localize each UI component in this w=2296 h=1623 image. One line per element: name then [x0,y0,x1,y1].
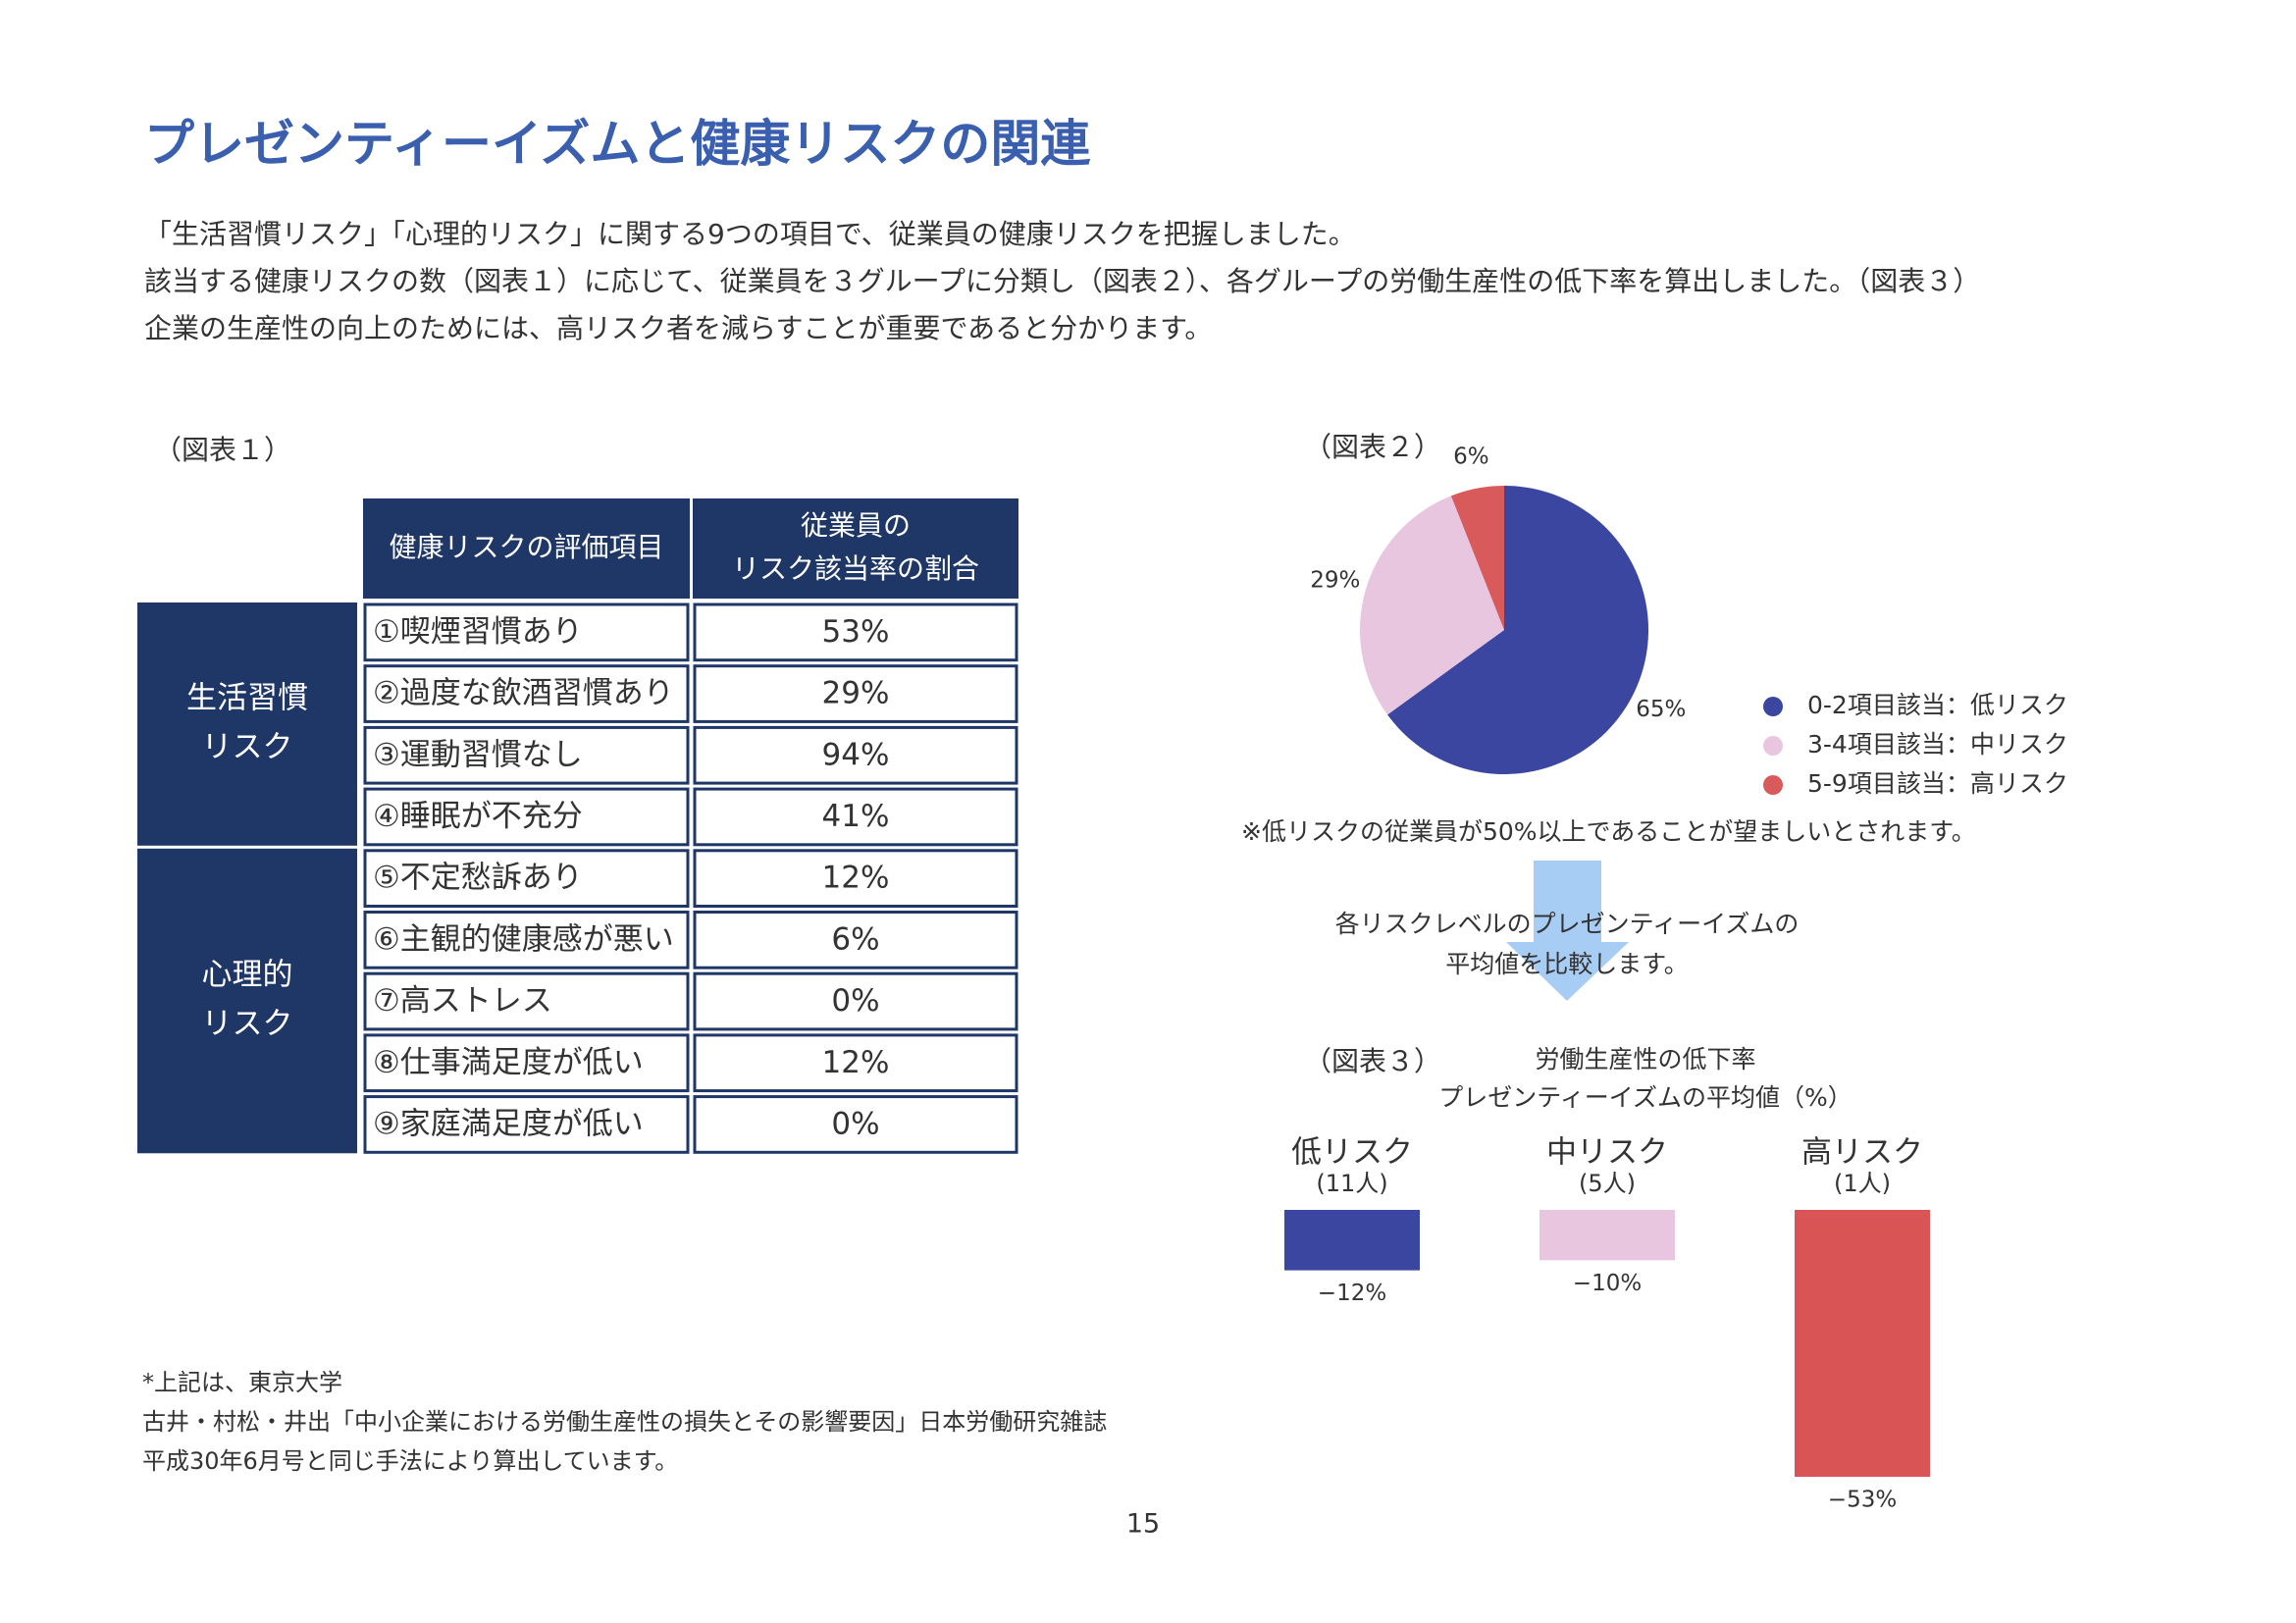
table-cell [363,911,690,969]
footnote-line: 古井・村松・井出「中小企業における労働生産性の損失とその影響要因」日本労働研究雑… [142,1408,1107,1436]
legend-marker [1763,775,1783,795]
table-cell [363,787,690,847]
count-label: (5人) [1579,1170,1636,1197]
group-label: リスク [202,1007,293,1042]
arrow-text: 各リスクレベルのプレゼンティーイズムの [1335,910,1800,938]
item-text: ④睡眠が不充分 [373,799,583,834]
rate-text: 0% [831,983,879,1019]
header-cell [693,498,1018,599]
legend-text: 3-4項目該当：中リスク [1807,730,2068,759]
item-text: ⑤不定愁訴あり [373,861,583,896]
page-number: 15 [1126,1509,1160,1540]
flow-arrow [1506,861,1629,1001]
rate-text: 0% [831,1106,879,1141]
bar [1539,1210,1675,1261]
rate-text: 94% [822,737,890,772]
intro-line: 「生活習慣リスク」「心理的リスク」に関する9つの項目で、従業員の健康リスクを把握… [144,218,1356,250]
table-cell [363,1095,690,1154]
footnote-line: *上記は、東京大学 [142,1369,342,1396]
rate-text: 12% [822,1045,890,1080]
table-cell [693,602,1018,662]
rate-text: 12% [822,861,890,896]
count-label: (11人) [1316,1170,1387,1197]
item-text: ⑨家庭満足度が低い [373,1106,644,1141]
footnote-line: 平成30年6月号と同じ手法により算出しています。 [142,1447,678,1475]
group-label: リスク [202,729,293,764]
legend-text: 5-9項目該当：高リスク [1807,769,2068,798]
count-label: (1人) [1834,1170,1891,1197]
chart-label: （図表３） [1304,1045,1441,1077]
item-text: ⑧仕事満足度が低い [373,1045,644,1080]
header-text: リスク該当率の割合 [732,552,979,585]
table-cell [693,971,1018,1031]
legend-text: 0-2項目該当：低リスク [1807,691,2068,719]
bar [1284,1210,1420,1271]
table-cell [363,971,690,1031]
page-title: プレゼンティーイズムと健康リスクの関連 [144,116,1091,174]
table-cell [363,1033,690,1093]
item-text: ⑦高ストレス [373,983,552,1019]
value-label: −10% [1573,1271,1642,1296]
chart-title: プレゼンティーイズムの平均値（%） [1438,1083,1852,1112]
intro-line: 企業の生産性の向上のためには、高リスク者を減らすことが重要であると分かります。 [144,312,1212,344]
rate-text: 6% [831,921,879,957]
table-cell [693,664,1018,723]
table-cell [693,911,1018,969]
item-text: ①喫煙習慣あり [373,614,583,650]
pie-slice [1387,486,1648,775]
rate-text: 41% [822,799,890,834]
header-text: 健康リスクの評価項目 [389,531,663,563]
slice-label: 65% [1636,697,1686,722]
legend-marker [1763,736,1783,756]
table-cell [363,664,690,723]
header-cell [363,498,690,599]
header-text: 従業員の [801,509,911,542]
item-text: ③運動習慣なし [373,737,583,772]
rate-text: 29% [822,676,890,711]
value-label: −12% [1318,1281,1386,1306]
table-cell [693,787,1018,847]
pie-slice [1450,486,1504,630]
category-label: 低リスク [1291,1135,1413,1171]
chart-title: 労働生産性の低下率 [1535,1045,1755,1073]
table-cell [363,602,690,662]
table-label: （図表１） [154,434,291,466]
category-label: 高リスク [1801,1135,1923,1171]
group-label: 心理的 [202,958,293,993]
group-cell [137,848,357,1154]
intro-line: 該当する健康リスクの数（図表１）に応じて、従業員を３グループに分類し（図表２）、… [144,265,1980,297]
table-cell [693,725,1018,785]
pie-note: ※低リスクの従業員が50%以上であることが望ましいとされます。 [1241,817,1976,846]
arrow-text: 平均値を比較します。 [1445,950,1689,978]
table-cell [693,849,1018,908]
pie-slice [1359,496,1504,715]
slice-label: 29% [1310,567,1360,593]
table-cell [363,725,690,785]
legend-marker [1763,697,1783,716]
slice-label: 6% [1453,444,1489,469]
table-cell [363,849,690,908]
table-cell [693,1033,1018,1093]
item-text: ⑥主観的健康感が悪い [373,921,674,957]
chart-label: （図表２） [1304,431,1441,463]
group-cell [137,602,357,846]
bar [1795,1210,1930,1477]
rate-text: 53% [822,614,890,650]
item-text: ②過度な飲酒習慣あり [373,676,674,711]
value-label: −53% [1828,1488,1897,1513]
table-cell [693,1095,1018,1154]
group-label: 生活習慣 [186,680,308,715]
category-label: 中リスク [1546,1135,1668,1171]
